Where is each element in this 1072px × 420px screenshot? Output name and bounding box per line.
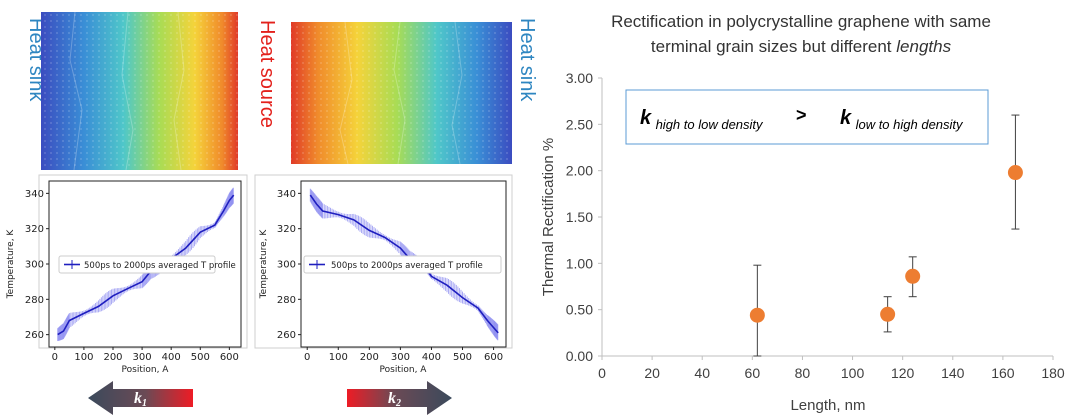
rectification-scatter-chart: Rectification in polycrystalline graphen… xyxy=(540,12,1065,414)
profile2-y-label: Temperature, K xyxy=(259,229,269,300)
simulation-image-right xyxy=(291,21,512,165)
main-y-tick-label: 1.00 xyxy=(566,255,593,271)
profile1-y-label: Temperature, K xyxy=(6,229,16,300)
equation-box xyxy=(625,89,989,145)
profile1-legend-box xyxy=(58,255,216,274)
main-y-tick-label: 2.50 xyxy=(566,116,593,132)
y-tick-label: 340 xyxy=(25,189,44,200)
main-x-tick-label: 40 xyxy=(694,365,710,381)
k1-label: k1 xyxy=(134,390,147,409)
equation-text: k high to low density > k low to high de… xyxy=(640,105,964,133)
profile2-y-ticks: 260 280 300 320 340 xyxy=(277,189,301,341)
main-x-tick-label: 20 xyxy=(644,365,660,381)
main-y-tick-label: 0.00 xyxy=(566,348,593,364)
profile2-legend-box xyxy=(303,255,502,274)
main-points xyxy=(749,114,1023,357)
main-x-label: Length, nm xyxy=(790,397,865,414)
profile1-x-ticks: 0 100 200 300 400 500 600 xyxy=(52,347,239,363)
y-tick-label: 280 xyxy=(277,295,296,306)
heat-source-label: Heat source xyxy=(256,20,278,128)
main-y-tick-label: 2.00 xyxy=(566,163,593,179)
x-tick-label: 200 xyxy=(103,352,122,363)
profile1-y-ticks: 260 280 300 320 340 xyxy=(25,189,49,341)
data-point xyxy=(880,306,896,322)
main-x-tick-label: 100 xyxy=(841,365,865,381)
data-point xyxy=(1007,165,1023,181)
x-tick-label: 600 xyxy=(484,352,503,363)
main-y-tick-label: 0.50 xyxy=(566,302,593,318)
k1-arrow: k1 xyxy=(88,381,193,415)
x-tick-label: 300 xyxy=(391,352,410,363)
profile1-x-label: Position, A xyxy=(122,365,170,375)
main-x-tick-label: 60 xyxy=(745,365,761,381)
x-tick-label: 0 xyxy=(52,352,58,363)
y-tick-label: 320 xyxy=(277,224,296,235)
x-tick-label: 500 xyxy=(453,352,472,363)
main-y-tick-label: 3.00 xyxy=(566,70,593,86)
x-tick-label: 400 xyxy=(162,352,181,363)
x-tick-label: 400 xyxy=(422,352,441,363)
x-tick-label: 100 xyxy=(74,352,93,363)
main-x-tick-label: 80 xyxy=(795,365,811,381)
x-tick-label: 0 xyxy=(304,352,310,363)
x-tick-label: 300 xyxy=(133,352,152,363)
main-x-tick-label: 120 xyxy=(891,365,915,381)
x-tick-label: 100 xyxy=(329,352,348,363)
y-tick-label: 340 xyxy=(277,189,296,200)
y-tick-label: 300 xyxy=(277,260,296,271)
arrow-right-icon xyxy=(347,381,452,415)
x-tick-label: 600 xyxy=(220,352,239,363)
right-heat-sink-label: Heat sink xyxy=(516,18,538,102)
main-title-line1: Rectification in polycrystalline graphen… xyxy=(611,12,991,31)
y-tick-label: 260 xyxy=(277,330,296,341)
main-x-tick-label: 0 xyxy=(598,365,606,381)
arrow-left-icon xyxy=(88,381,193,415)
profile1-legend-label: 500ps to 2000ps averaged T profile xyxy=(84,261,236,271)
x-tick-label: 200 xyxy=(360,352,379,363)
y-tick-label: 320 xyxy=(25,224,44,235)
data-point xyxy=(749,307,765,323)
temperature-profile-chart-2: 0 100 200 300 400 500 600 260 280 300 320 340 500p… xyxy=(254,174,513,375)
k2-label: k2 xyxy=(388,390,401,409)
y-tick-label: 300 xyxy=(25,260,44,271)
simulation-image-left xyxy=(41,11,238,171)
x-tick-label: 500 xyxy=(191,352,210,363)
main-x-tick-label: 160 xyxy=(991,365,1015,381)
data-point xyxy=(905,268,921,284)
main-y-label: Thermal Rectification % xyxy=(540,138,557,296)
main-y-ticks: 0.00 0.50 1.00 1.50 2.00 2.50 3.00 xyxy=(566,70,602,364)
y-tick-label: 280 xyxy=(25,295,44,306)
main-x-tick-label: 140 xyxy=(941,365,965,381)
main-x-ticks: 0 20 40 60 80 100 120 140 160 180 xyxy=(598,356,1065,381)
temperature-profile-chart-1: 0 100 200 300 400 500 600 260 280 300 320 340 500p… xyxy=(6,174,248,375)
main-x-tick-label: 180 xyxy=(1041,365,1065,381)
profile2-legend-label: 500ps to 2000ps averaged T profile xyxy=(331,261,483,271)
main-y-tick-label: 1.50 xyxy=(566,209,593,225)
profile2-x-ticks: 0 100 200 300 400 500 600 xyxy=(304,347,503,363)
main-title-line2: terminal grain sizes but different lengt… xyxy=(651,37,952,56)
k2-arrow: k2 xyxy=(347,381,452,415)
y-tick-label: 260 xyxy=(25,330,44,341)
profile2-x-label: Position, A xyxy=(380,365,428,375)
